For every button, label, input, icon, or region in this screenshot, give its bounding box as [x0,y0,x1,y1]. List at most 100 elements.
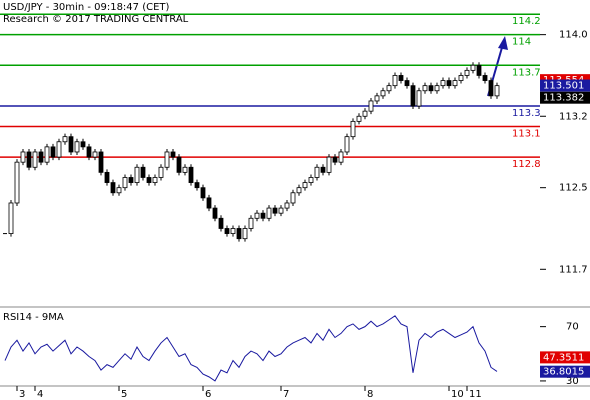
price-tag [540,351,590,364]
x-tick-label: 5 [121,389,127,400]
candle [134,166,140,183]
candle [482,75,488,81]
candle [302,182,308,189]
price-tag-label: 113.382 [543,93,584,104]
candle [164,151,170,168]
candle [488,80,494,97]
candle [434,85,440,92]
candle [92,151,98,158]
x-tick-label: 4 [37,389,43,400]
candle [236,228,242,240]
candle [146,177,152,183]
y-tick-label: 111.7 [559,264,588,275]
candle [194,182,200,189]
candle [476,64,482,76]
candle [356,115,362,122]
candle [68,136,74,153]
x-tick-label: 6 [205,389,211,400]
candle [326,156,332,173]
candle [26,151,32,168]
chart-subtitle: Research © 2017 TRADING CENTRAL [3,14,189,25]
candle [494,85,500,97]
price-tag-label: 47.3511 [543,352,584,363]
candle [8,202,14,234]
candle [50,146,56,158]
chart-title: USD/JPY - 30min - 09:18:47 (CET) [3,2,170,13]
candle [332,156,338,163]
candle [374,95,380,102]
x-tick-label: 7 [283,389,289,400]
candle [350,120,356,138]
candle [230,228,236,234]
candle [140,166,146,178]
candle [44,146,50,163]
candle [248,217,254,229]
candle [272,207,278,214]
candle [74,141,80,153]
rsi-line [4,315,498,382]
candle [86,146,92,158]
candle [98,151,104,173]
candle [188,166,194,183]
candle [38,151,44,163]
candle [416,90,422,107]
level-label: 114 [512,37,531,48]
level-label: 114.2 [512,16,541,27]
candle [62,136,68,143]
candle [152,177,158,183]
candle [104,171,110,183]
candle [386,85,392,92]
candle [284,202,290,209]
candle [170,151,176,158]
candle [116,187,122,194]
price-tag [540,79,590,92]
level-label: 113.1 [512,128,541,139]
candle [122,177,128,189]
candle [308,177,314,183]
candle [224,228,230,234]
candle [290,192,296,204]
y-tick-label: 112.5 [559,183,588,194]
level-label: 112.8 [512,159,541,170]
price-tag-label: 113.501 [543,81,584,92]
candle [254,212,260,219]
candle [182,166,188,173]
candle [452,80,458,87]
price-tag [540,91,590,104]
candle [176,156,182,173]
candle [380,90,386,97]
y-tick-label: 114.0 [559,30,588,41]
candle [470,64,476,71]
candle [110,182,116,194]
candle [56,141,62,158]
candle [440,80,446,87]
candle [266,207,272,219]
candle [344,136,350,153]
candle [422,85,428,92]
candle [80,141,86,148]
level-label: 113.7 [512,67,541,78]
candle [410,85,416,107]
candle [200,187,206,199]
y-tick-label: 113.2 [559,111,588,122]
x-tick-label: 11 [469,389,482,400]
candle [392,75,398,87]
candle [404,80,410,87]
candle [14,161,20,204]
candle [20,151,26,163]
candle [278,207,284,214]
candle [242,228,248,240]
candle [398,75,404,81]
x-tick-label: 10 [451,389,464,400]
candle [362,110,368,117]
y-tick-label: 30 [566,376,579,387]
candle [464,69,470,76]
x-tick-label: 3 [19,389,25,400]
candle [320,166,326,173]
candle [260,212,266,219]
candle [458,75,464,81]
rsi-title: RSI14 - 9MA [3,312,64,323]
candle [128,177,134,183]
candle [158,166,164,178]
